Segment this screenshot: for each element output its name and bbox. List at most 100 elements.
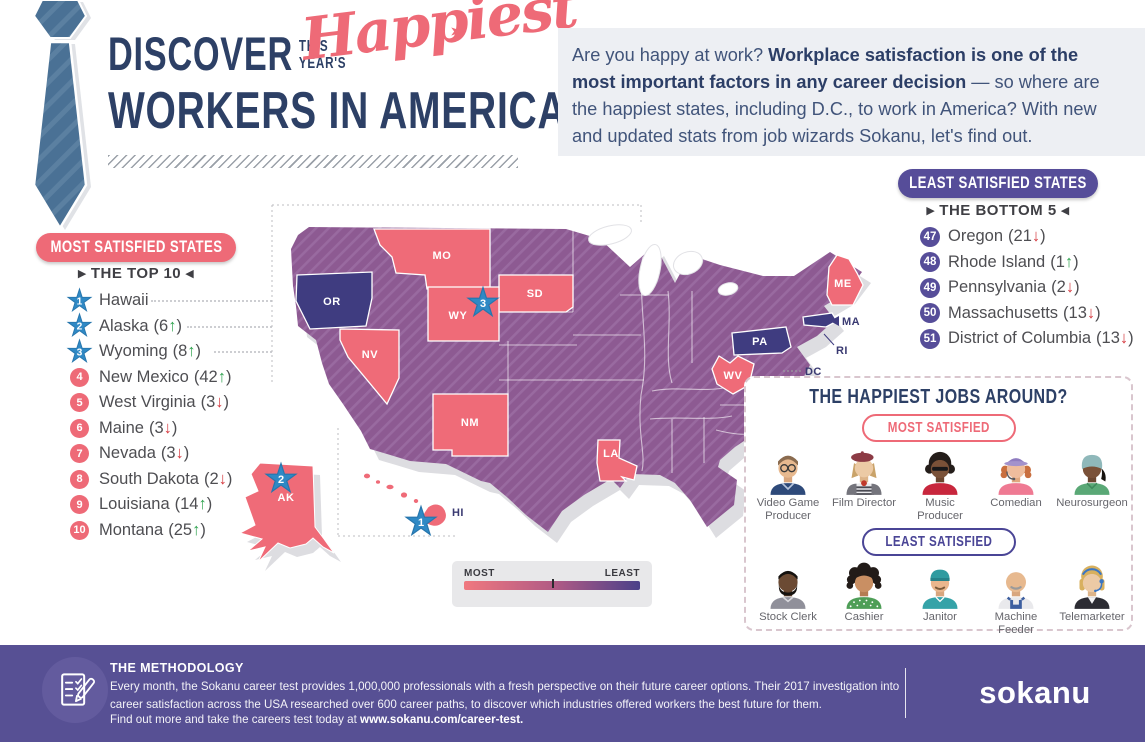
methodology-heading: THE METHODOLOGY — [110, 661, 244, 675]
rank-star-icon: 1 — [67, 288, 92, 311]
job-item: Machine Feeder — [978, 562, 1054, 637]
list-item: 8 South Dakota (2↓) — [66, 467, 232, 493]
legend-midpoint-tick — [552, 579, 554, 588]
title-line1: DISCOVER THIS YEAR'S — [108, 30, 346, 77]
least-satisfied-jobs-row: Stock Clerk Cashier — [746, 562, 1131, 637]
list-item: 51 District of Columbia (13↓) — [920, 326, 1134, 352]
rank-badge: 4 — [70, 367, 89, 387]
tie-illustration — [32, 0, 91, 231]
stock-clerk-avatar — [770, 570, 806, 609]
list-item: 47 Oregon (21↓) — [920, 224, 1134, 250]
state-massachusetts — [802, 312, 838, 328]
maine-label: ME — [834, 278, 852, 290]
massachusetts-arrow-icon — [830, 316, 839, 326]
rank-1-star: 1 — [405, 505, 437, 536]
legend-gradient-bar — [464, 579, 640, 590]
wyoming-label: WY — [449, 310, 468, 322]
rank-badge: 48 — [920, 252, 940, 273]
rank-badge: 47 — [920, 226, 940, 247]
leader-line-wyoming — [214, 351, 272, 353]
methodology-body: Every month, the Sokanu career test prov… — [110, 680, 900, 711]
leader-line-alaska — [187, 326, 272, 328]
list-item: 7 Nevada (3↓) — [66, 441, 232, 467]
least-satisfied-jobs-badge: LEAST SATISFIED — [861, 527, 1016, 556]
jobs-panel-title: THE HAPPIEST JOBS AROUND? — [809, 386, 1068, 408]
hawaii-group: HI 1 — [363, 472, 464, 536]
cashier-avatar — [846, 562, 882, 609]
telemarketer-avatar — [1074, 565, 1110, 609]
job-item: Janitor — [902, 562, 978, 637]
music-producer-avatar — [922, 451, 958, 495]
west-virginia-label: WV — [724, 370, 743, 382]
state-west-virginia — [711, 355, 755, 395]
happiest-jobs-panel: THE HAPPIEST JOBS AROUND? MOST SATISFIED… — [744, 376, 1133, 636]
dashed-guides — [271, 204, 642, 537]
state-borders — [499, 229, 780, 473]
list-item: 2 Alaska (6↑) — [66, 313, 232, 340]
top-10-list: 1 Hawaii 2 Alaska (6↑) 3 Wyoming (8↑) 4 … — [66, 288, 232, 543]
most-satisfied-states-header: MOST SATISFIED STATES — [36, 233, 236, 262]
south-dakota-label: SD — [527, 288, 543, 300]
film-director-avatar — [846, 451, 882, 495]
sokanu-logo: sokanu — [979, 675, 1091, 710]
list-item: 6 Maine (3↓) — [66, 416, 232, 442]
oregon-label: OR — [323, 296, 341, 308]
intro-text: Are you happy at work? Workplace satisfa… — [572, 45, 1100, 146]
state-pennsylvania — [731, 326, 792, 356]
rank-star-icon: 2 — [67, 313, 92, 337]
job-item: Film Director — [826, 448, 902, 523]
montana-label: MO — [433, 250, 452, 262]
job-item: Stock Clerk — [750, 562, 826, 637]
job-item: Neurosurgeon — [1054, 448, 1130, 523]
svg-text:3: 3 — [480, 298, 486, 310]
new-mexico-label: NM — [461, 417, 479, 429]
louisiana-label: LA — [603, 448, 619, 460]
legend-most-label: MOST — [464, 568, 495, 579]
rank-badge: 8 — [70, 469, 89, 489]
pennsylvania-label: PA — [752, 336, 768, 348]
rhode-island-label: RI — [836, 345, 848, 357]
list-item: 5 West Virginia (3↓) — [66, 390, 232, 416]
title-this-years: THIS YEAR'S — [298, 38, 347, 72]
rank-badge: 5 — [70, 393, 89, 413]
job-item: Telemarketer — [1054, 562, 1130, 637]
dc-label: DC — [805, 366, 822, 378]
map-legend: MOST LEAST — [452, 561, 652, 607]
nevada-label: NV — [362, 349, 379, 361]
methodology-icon-circle — [42, 657, 108, 723]
list-item: 3 Wyoming (8↑) — [66, 339, 232, 365]
job-item: Comedian — [978, 448, 1054, 523]
state-montana — [373, 228, 491, 290]
job-item: Music Producer — [902, 448, 978, 523]
massachusetts-label: MA — [842, 316, 860, 328]
state-maine — [826, 254, 864, 306]
highlighted-states — [295, 228, 864, 482]
rhode-island-pointer — [823, 333, 835, 346]
methodology-cta: Find out more and take the careers test … — [110, 713, 524, 726]
bottom-5-subtitle: ▸ THE BOTTOM 5 ◂ — [926, 202, 1070, 219]
rank-star-icon: 3 — [67, 339, 92, 362]
alaska-group: AK 2 — [238, 462, 341, 571]
svg-text:1: 1 — [418, 517, 424, 529]
title-discover: DISCOVER — [108, 27, 294, 80]
list-item: 4 New Mexico (42↑) — [66, 365, 232, 391]
rank-badge: 49 — [920, 277, 940, 298]
rank-badge: 50 — [920, 303, 940, 324]
great-lakes — [588, 224, 739, 297]
list-item: 10 Montana (25↑) — [66, 518, 232, 544]
video-game-producer-avatar — [770, 455, 806, 495]
title-line2: WORKERS IN AMERICA — [108, 82, 567, 140]
career-test-link[interactable]: www.sokanu.com/career-test. — [360, 713, 524, 726]
neurosurgeon-avatar — [1074, 454, 1110, 495]
list-item: 48 Rhode Island (1↑) — [920, 250, 1134, 276]
job-item: Video Game Producer — [750, 448, 826, 523]
footer-divider — [905, 668, 906, 718]
hawaii-label: HI — [452, 507, 464, 519]
janitor-avatar — [922, 569, 958, 609]
footer: THE METHODOLOGY Every month, the Sokanu … — [0, 645, 1145, 742]
job-item: Cashier — [826, 562, 902, 637]
svg-text:2: 2 — [77, 322, 83, 333]
rank-3-star: 3 — [467, 286, 499, 317]
state-oregon — [295, 271, 373, 330]
